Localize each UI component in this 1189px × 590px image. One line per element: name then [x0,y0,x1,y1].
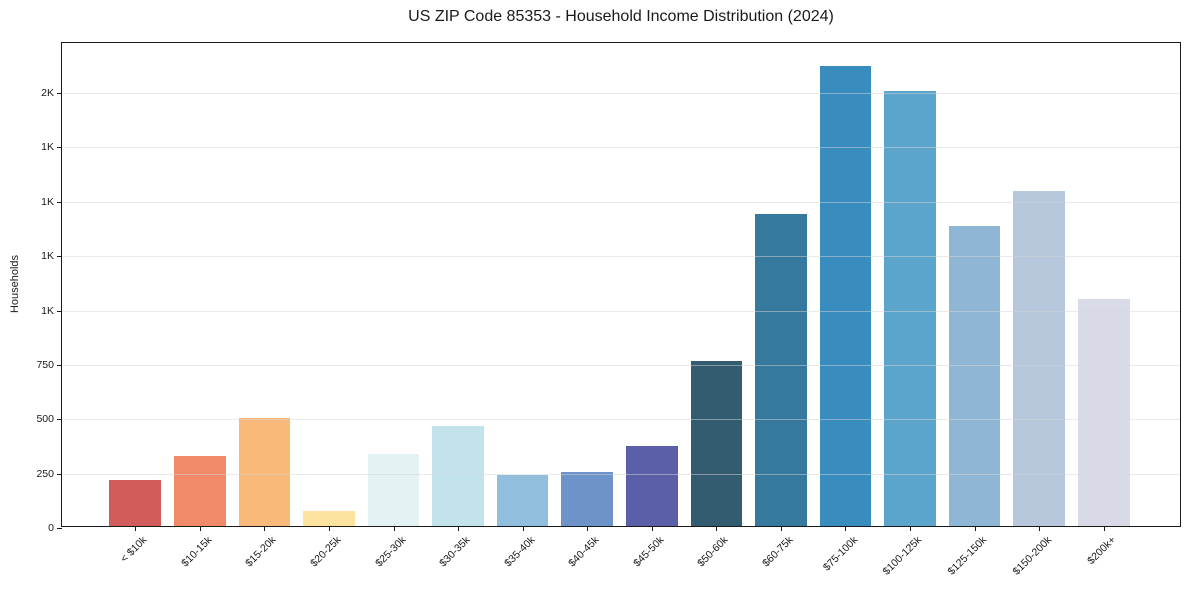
x-tick-mark [587,526,589,531]
y-tick-label: 0 [48,522,54,534]
y-gridline [62,419,1180,421]
bar [948,226,1001,526]
x-tick-label-text: $25-30k [372,534,409,570]
x-tick-label-text: $15-20k [243,534,279,570]
x-tick-label-text: $60-75k [760,534,796,570]
plot-area: 0 250 500 750 1K 1K 1K 1K 2K < $10k $10-15k $15-20k… [36,42,1181,578]
x-tick-mark [716,526,718,531]
bar [367,453,420,526]
bar [303,511,355,526]
y-gridline [62,201,1180,203]
y-tick-label: 750 [36,358,54,371]
x-tick-label-text: < $10k [118,534,150,565]
x-tick-mark [1039,526,1041,531]
x-tick-mark [264,526,266,531]
x-tick-mark [1103,526,1105,531]
y-gridline [62,310,1180,312]
y-tick-label: 1K [41,195,54,208]
x-tick-mark [328,526,330,531]
x-tick-label-text: $100-125k [880,534,925,578]
x-tick-label-text: $30-35k [437,534,473,570]
bar [625,446,678,526]
x-tick-label-text: $40-45k [566,534,602,570]
x-tick-label-text: $50-60k [695,534,731,570]
x-tick-mark [651,526,653,531]
x-tick-label-text: $200k+ [1085,534,1119,568]
x-tick-label-text: $45-50k [630,534,667,570]
y-tick-label: 250 [36,467,54,480]
y-tick-mark [57,419,62,421]
x-tick-mark [199,526,201,531]
y-tick-label: 1K [41,250,54,263]
bar [819,66,872,526]
y-gridline [62,256,1180,258]
bar [238,418,291,526]
x-tick-mark [974,526,976,531]
x-tick-mark [845,526,847,531]
y-gridline [62,147,1180,149]
bar [1077,298,1130,526]
x-tick-mark [522,526,524,531]
bar [496,474,549,526]
x-tick-label-text: $10-15k [179,534,215,570]
bar [1013,190,1065,526]
y-gridline [62,93,1180,95]
y-tick-mark [57,147,62,149]
y-tick-label: 1K [41,141,54,154]
x-tick-mark [910,526,912,531]
y-tick-label: 1K [41,304,54,317]
y-tick-mark [57,473,62,475]
bar [884,91,936,526]
y-tick-mark [57,310,62,312]
y-gridline [62,364,1180,366]
y-tick-mark [57,93,62,95]
bar [690,361,743,526]
x-tick-mark [135,526,137,531]
x-tick-mark [458,526,460,531]
bar [561,472,614,526]
y-tick-mark [57,528,62,529]
bar [432,425,484,526]
x-tick-mark [780,526,782,531]
y-tick-mark [57,364,62,366]
x-tick-label-text: $75-100k [820,534,860,574]
x-tick-label-text: $150-200k [1010,534,1054,578]
x-tick-label-text: $125-150k [945,534,990,578]
y-tick-label: 500 [36,413,54,426]
y-tick-mark [57,201,62,203]
x-tick-mark [393,526,395,531]
chart-title: US ZIP Code 85353 - Household Income Dis… [408,8,834,25]
y-tick-label: 2K [41,87,54,100]
y-tick-mark [57,256,62,258]
x-tick-label-text: $35-40k [501,534,538,570]
bar [174,455,226,526]
bar [755,213,807,526]
bar [109,479,162,526]
y-gridline [62,473,1180,475]
x-tick-label-text: $20-25k [308,534,344,570]
